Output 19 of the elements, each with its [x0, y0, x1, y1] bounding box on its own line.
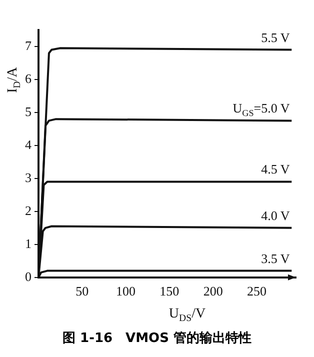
x-tick-label: 150 — [160, 284, 180, 299]
x-tick-label: 250 — [246, 284, 266, 299]
series-label: 4.5 V — [261, 162, 290, 177]
y-tick-label: 1 — [25, 236, 32, 251]
series-label: 5.5 V — [261, 30, 290, 45]
y-tick-label: 4 — [25, 136, 32, 152]
x-tick-label: 200 — [203, 284, 223, 299]
x-tick-label: 100 — [116, 284, 136, 299]
y-tick-label: 3 — [25, 170, 32, 185]
y-tick-label: 7 — [25, 38, 32, 53]
y-tick-label: 0 — [25, 268, 32, 284]
y-tick-label: 6 — [25, 70, 32, 86]
y-tick-label: 2 — [25, 202, 32, 218]
series-label: 3.5 V — [261, 250, 290, 266]
y-tick-label: 5 — [25, 104, 32, 119]
x-tick-label: 50 — [76, 284, 89, 299]
caption: 图 1-16 VMOS 管的输出特性 — [62, 330, 252, 347]
series-label: 4.0 V — [261, 208, 290, 223]
y-axis-title: ID/A — [6, 66, 23, 93]
